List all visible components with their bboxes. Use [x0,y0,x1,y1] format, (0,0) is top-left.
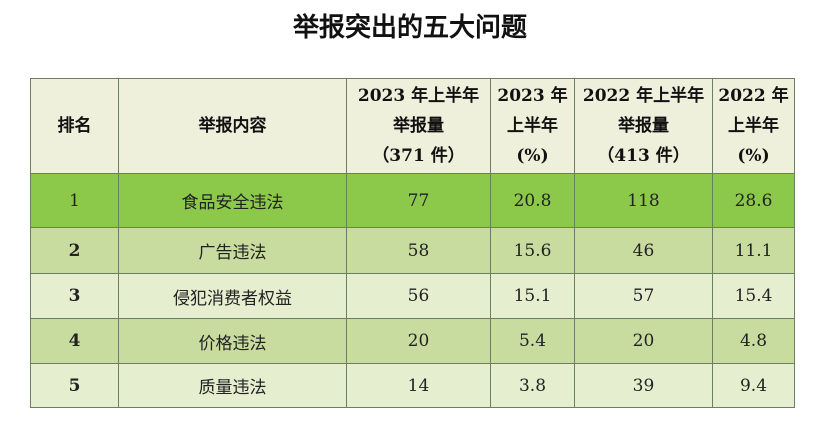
header-2023-count: 2023 年上半年 举报量 （371 件） [346,78,491,174]
cell-count-2023: 77 [346,173,491,228]
header-2023-count-line: 2023 年上半年 [357,86,480,106]
cell-count-2022: 57 [574,273,713,319]
cell-content: 侵犯消费者权益 [118,273,347,319]
cell-rank: 1 [30,173,119,228]
header-2022-pct-line: (%) [737,146,770,166]
cell-count-2022: 20 [574,318,713,364]
header-2023-pct-line: (%) [516,146,549,166]
header-2022-pct-line: 2022 年 [718,86,789,106]
table-header-row: 排名 举报内容 2023 年上半年 举报量 （371 件） 2023 年 上半年… [30,78,795,174]
table-row: 4 价格违法 20 5.4 20 4.8 [30,318,795,364]
cell-count-2022: 39 [574,363,713,408]
header-content: 举报内容 [118,78,347,174]
page-title: 举报突出的五大问题 [292,13,527,43]
cell-pct-2023: 15.1 [490,273,575,319]
header-2023-pct-line: 上半年 [507,116,558,136]
header-2023-pct: 2023 年 上半年 (%) [490,78,575,174]
cell-pct-2023: 20.8 [490,173,575,228]
cell-rank: 3 [30,273,119,319]
table-row: 1 食品安全违法 77 20.8 118 28.6 [30,173,795,228]
header-2022-pct: 2022 年 上半年 (%) [712,78,795,174]
header-2023-count-line: 举报量 [393,116,444,136]
cell-rank: 2 [30,227,119,274]
cell-count-2022: 118 [574,173,713,228]
cell-pct-2022: 28.6 [712,173,795,228]
cell-pct-2022: 4.8 [712,318,795,364]
cell-rank: 4 [30,318,119,364]
header-2023-count-line: （371 件） [372,146,465,166]
header-2022-count-line: （413 件） [597,146,690,166]
header-2023-pct-line: 2023 年 [497,86,568,106]
header-2022-pct-line: 上半年 [728,116,779,136]
cell-count-2023: 56 [346,273,491,319]
table-row: 5 质量违法 14 3.8 39 9.4 [30,363,795,408]
report-table: 排名 举报内容 2023 年上半年 举报量 （371 件） 2023 年 上半年… [30,78,795,408]
cell-count-2022: 46 [574,227,713,274]
cell-pct-2023: 3.8 [490,363,575,408]
cell-pct-2022: 11.1 [712,227,795,274]
cell-rank: 5 [30,363,119,408]
table-row: 2 广告违法 58 15.6 46 11.1 [30,227,795,274]
cell-count-2023: 20 [346,318,491,364]
header-2022-count-line: 举报量 [618,116,669,136]
cell-pct-2022: 9.4 [712,363,795,408]
cell-content: 质量违法 [118,363,347,408]
cell-content: 广告违法 [118,227,347,274]
cell-pct-2022: 15.4 [712,273,795,319]
cell-content: 价格违法 [118,318,347,364]
table-row: 3 侵犯消费者权益 56 15.1 57 15.4 [30,273,795,319]
header-2022-count: 2022 年上半年 举报量 （413 件） [574,78,713,174]
header-2022-count-line: 2022 年上半年 [582,86,705,106]
cell-pct-2023: 5.4 [490,318,575,364]
cell-pct-2023: 15.6 [490,227,575,274]
cell-count-2023: 58 [346,227,491,274]
cell-count-2023: 14 [346,363,491,408]
header-rank: 排名 [30,78,119,174]
cell-content: 食品安全违法 [118,173,347,228]
